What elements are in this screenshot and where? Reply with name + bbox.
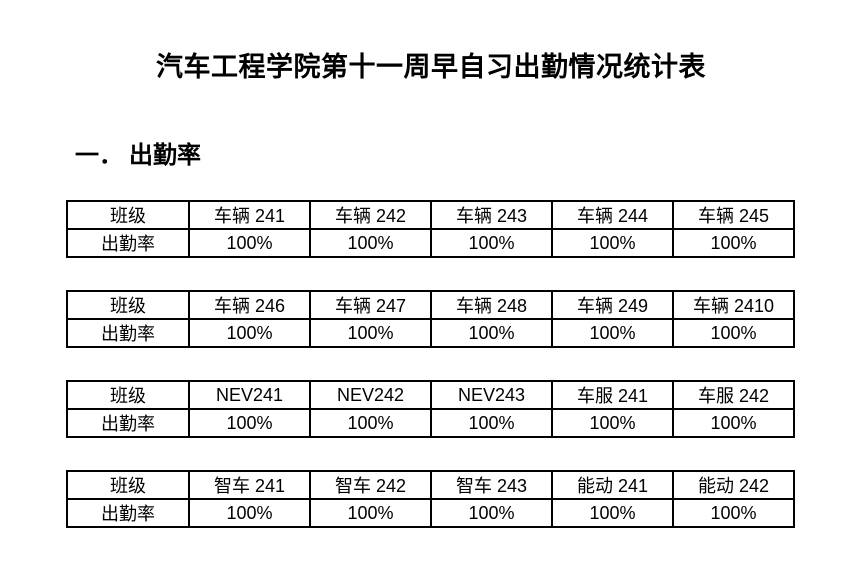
table-row: 出勤率 100% 100% 100% 100% 100% <box>66 498 795 528</box>
class-name-cell: 车辆 244 <box>551 200 674 230</box>
attendance-value-cell: 100% <box>430 498 553 528</box>
page-title: 汽车工程学院第十一周早自习出勤情况统计表 <box>156 52 706 82</box>
attendance-value-cell: 100% <box>188 408 311 438</box>
attendance-value-cell: 100% <box>309 408 432 438</box>
class-name-cell: 车辆 246 <box>188 290 311 320</box>
section-label: 出勤率 <box>129 142 201 169</box>
attendance-table-1: 班级 车辆 241 车辆 242 车辆 243 车辆 244 车辆 245 出勤… <box>66 200 795 258</box>
attendance-value-cell: 100% <box>672 318 795 348</box>
table-row: 出勤率 100% 100% 100% 100% 100% <box>66 408 795 438</box>
attendance-table-2: 班级 车辆 246 车辆 247 车辆 248 车辆 249 车辆 2410 出… <box>66 290 795 348</box>
class-name-cell: NEV241 <box>188 380 311 410</box>
row-label-cell: 出勤率 <box>66 408 190 438</box>
row-label-cell: 班级 <box>66 470 190 500</box>
table-row: 班级 车辆 246 车辆 247 车辆 248 车辆 249 车辆 2410 <box>66 290 795 320</box>
class-name-cell: 能动 241 <box>551 470 674 500</box>
class-name-cell: 车服 242 <box>672 380 795 410</box>
class-name-cell: NEV243 <box>430 380 553 410</box>
attendance-value-cell: 100% <box>430 228 553 258</box>
section-heading: 一． 出勤率 <box>75 142 201 169</box>
attendance-value-cell: 100% <box>309 498 432 528</box>
attendance-value-cell: 100% <box>430 318 553 348</box>
class-name-cell: 智车 243 <box>430 470 553 500</box>
class-name-cell: NEV242 <box>309 380 432 410</box>
attendance-value-cell: 100% <box>188 318 311 348</box>
class-name-cell: 车辆 249 <box>551 290 674 320</box>
class-name-cell: 智车 241 <box>188 470 311 500</box>
attendance-value-cell: 100% <box>309 318 432 348</box>
attendance-value-cell: 100% <box>309 228 432 258</box>
attendance-value-cell: 100% <box>551 498 674 528</box>
attendance-value-cell: 100% <box>430 408 553 438</box>
attendance-value-cell: 100% <box>188 228 311 258</box>
attendance-table-3: 班级 NEV241 NEV242 NEV243 车服 241 车服 242 出勤… <box>66 380 795 438</box>
class-name-cell: 车辆 243 <box>430 200 553 230</box>
attendance-value-cell: 100% <box>672 498 795 528</box>
class-name-cell: 车辆 245 <box>672 200 795 230</box>
attendance-value-cell: 100% <box>188 498 311 528</box>
section-number: 一． <box>75 142 123 169</box>
attendance-value-cell: 100% <box>672 228 795 258</box>
table-row: 班级 NEV241 NEV242 NEV243 车服 241 车服 242 <box>66 380 795 410</box>
class-name-cell: 智车 242 <box>309 470 432 500</box>
row-label-cell: 班级 <box>66 380 190 410</box>
table-row: 班级 车辆 241 车辆 242 车辆 243 车辆 244 车辆 245 <box>66 200 795 230</box>
attendance-value-cell: 100% <box>551 228 674 258</box>
class-name-cell: 车服 241 <box>551 380 674 410</box>
row-label-cell: 班级 <box>66 290 190 320</box>
class-name-cell: 能动 242 <box>672 470 795 500</box>
attendance-value-cell: 100% <box>551 408 674 438</box>
class-name-cell: 车辆 2410 <box>672 290 795 320</box>
attendance-value-cell: 100% <box>672 408 795 438</box>
class-name-cell: 车辆 242 <box>309 200 432 230</box>
attendance-value-cell: 100% <box>551 318 674 348</box>
class-name-cell: 车辆 241 <box>188 200 311 230</box>
row-label-cell: 出勤率 <box>66 318 190 348</box>
row-label-cell: 出勤率 <box>66 228 190 258</box>
class-name-cell: 车辆 247 <box>309 290 432 320</box>
table-row: 班级 智车 241 智车 242 智车 243 能动 241 能动 242 <box>66 470 795 500</box>
attendance-table-4: 班级 智车 241 智车 242 智车 243 能动 241 能动 242 出勤… <box>66 470 795 528</box>
row-label-cell: 班级 <box>66 200 190 230</box>
table-row: 出勤率 100% 100% 100% 100% 100% <box>66 228 795 258</box>
class-name-cell: 车辆 248 <box>430 290 553 320</box>
row-label-cell: 出勤率 <box>66 498 190 528</box>
table-row: 出勤率 100% 100% 100% 100% 100% <box>66 318 795 348</box>
